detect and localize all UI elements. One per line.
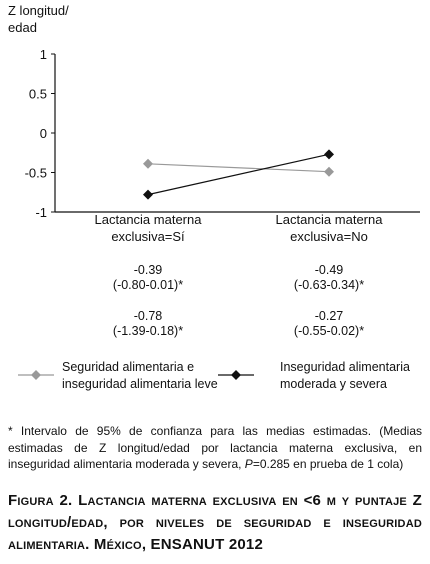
series-line (147, 163, 330, 173)
legend-label-line: moderada y severa (280, 377, 387, 391)
x-category-label-line: exclusiva=Sí (111, 229, 185, 244)
legend-label-line: Inseguridad alimentaria (280, 360, 410, 374)
series-point (143, 189, 153, 200)
footnote-p-symbol: P (244, 457, 253, 471)
data-value-label: -0.27 (315, 309, 344, 323)
y-axis-title-line-1: Z longitud/ (8, 3, 69, 18)
data-value-label: -0.78 (134, 309, 163, 323)
series-point (143, 158, 153, 169)
figure-caption: Figura 2. Lactancia materna exclusiva en… (8, 492, 422, 553)
y-axis-title: Z longitud/ edad (8, 2, 88, 36)
series-line (147, 153, 330, 196)
y-tick-label: 1 (40, 47, 47, 62)
y-tick-label: -1 (35, 205, 47, 220)
x-category-label-line: exclusiva=No (290, 229, 368, 244)
legend-label-line: Seguridad alimentaria e (62, 360, 194, 374)
series-point (324, 166, 334, 177)
x-category-label-line: Lactancia materna (276, 212, 384, 227)
confidence-interval-label: (-0.55-0.02)* (294, 324, 364, 338)
footnote-text-end: =0.285 en prueba de 1 cola) (252, 457, 404, 471)
confidence-interval-label: (-1.39-0.18)* (113, 324, 183, 338)
line-chart: 1 0.5 0 -0.5 -1 Lactancia materna exclusiva=Sí… (18, 47, 420, 391)
series-point (324, 149, 334, 160)
legend-marker (31, 370, 41, 380)
y-tick-label: 0.5 (29, 87, 47, 102)
confidence-interval-label: (-0.80-0.01)* (113, 278, 183, 292)
y-tick-label: 0 (40, 126, 47, 141)
footnote: * Intervalo de 95% de confianza para las… (8, 423, 422, 473)
confidence-interval-label: (-0.63-0.34)* (294, 278, 364, 292)
data-value-label: -0.39 (134, 263, 163, 277)
y-tick-label: -0.5 (25, 166, 47, 181)
footnote-text-start: * Intervalo de 95% de confianza para las… (8, 424, 422, 471)
x-category-label-line: Lactancia materna (95, 212, 203, 227)
y-axis-title-line-2: edad (8, 20, 37, 35)
legend-label-line: inseguridad alimentaria leve (62, 377, 218, 391)
data-value-label: -0.49 (315, 263, 344, 277)
legend-marker (231, 370, 241, 380)
